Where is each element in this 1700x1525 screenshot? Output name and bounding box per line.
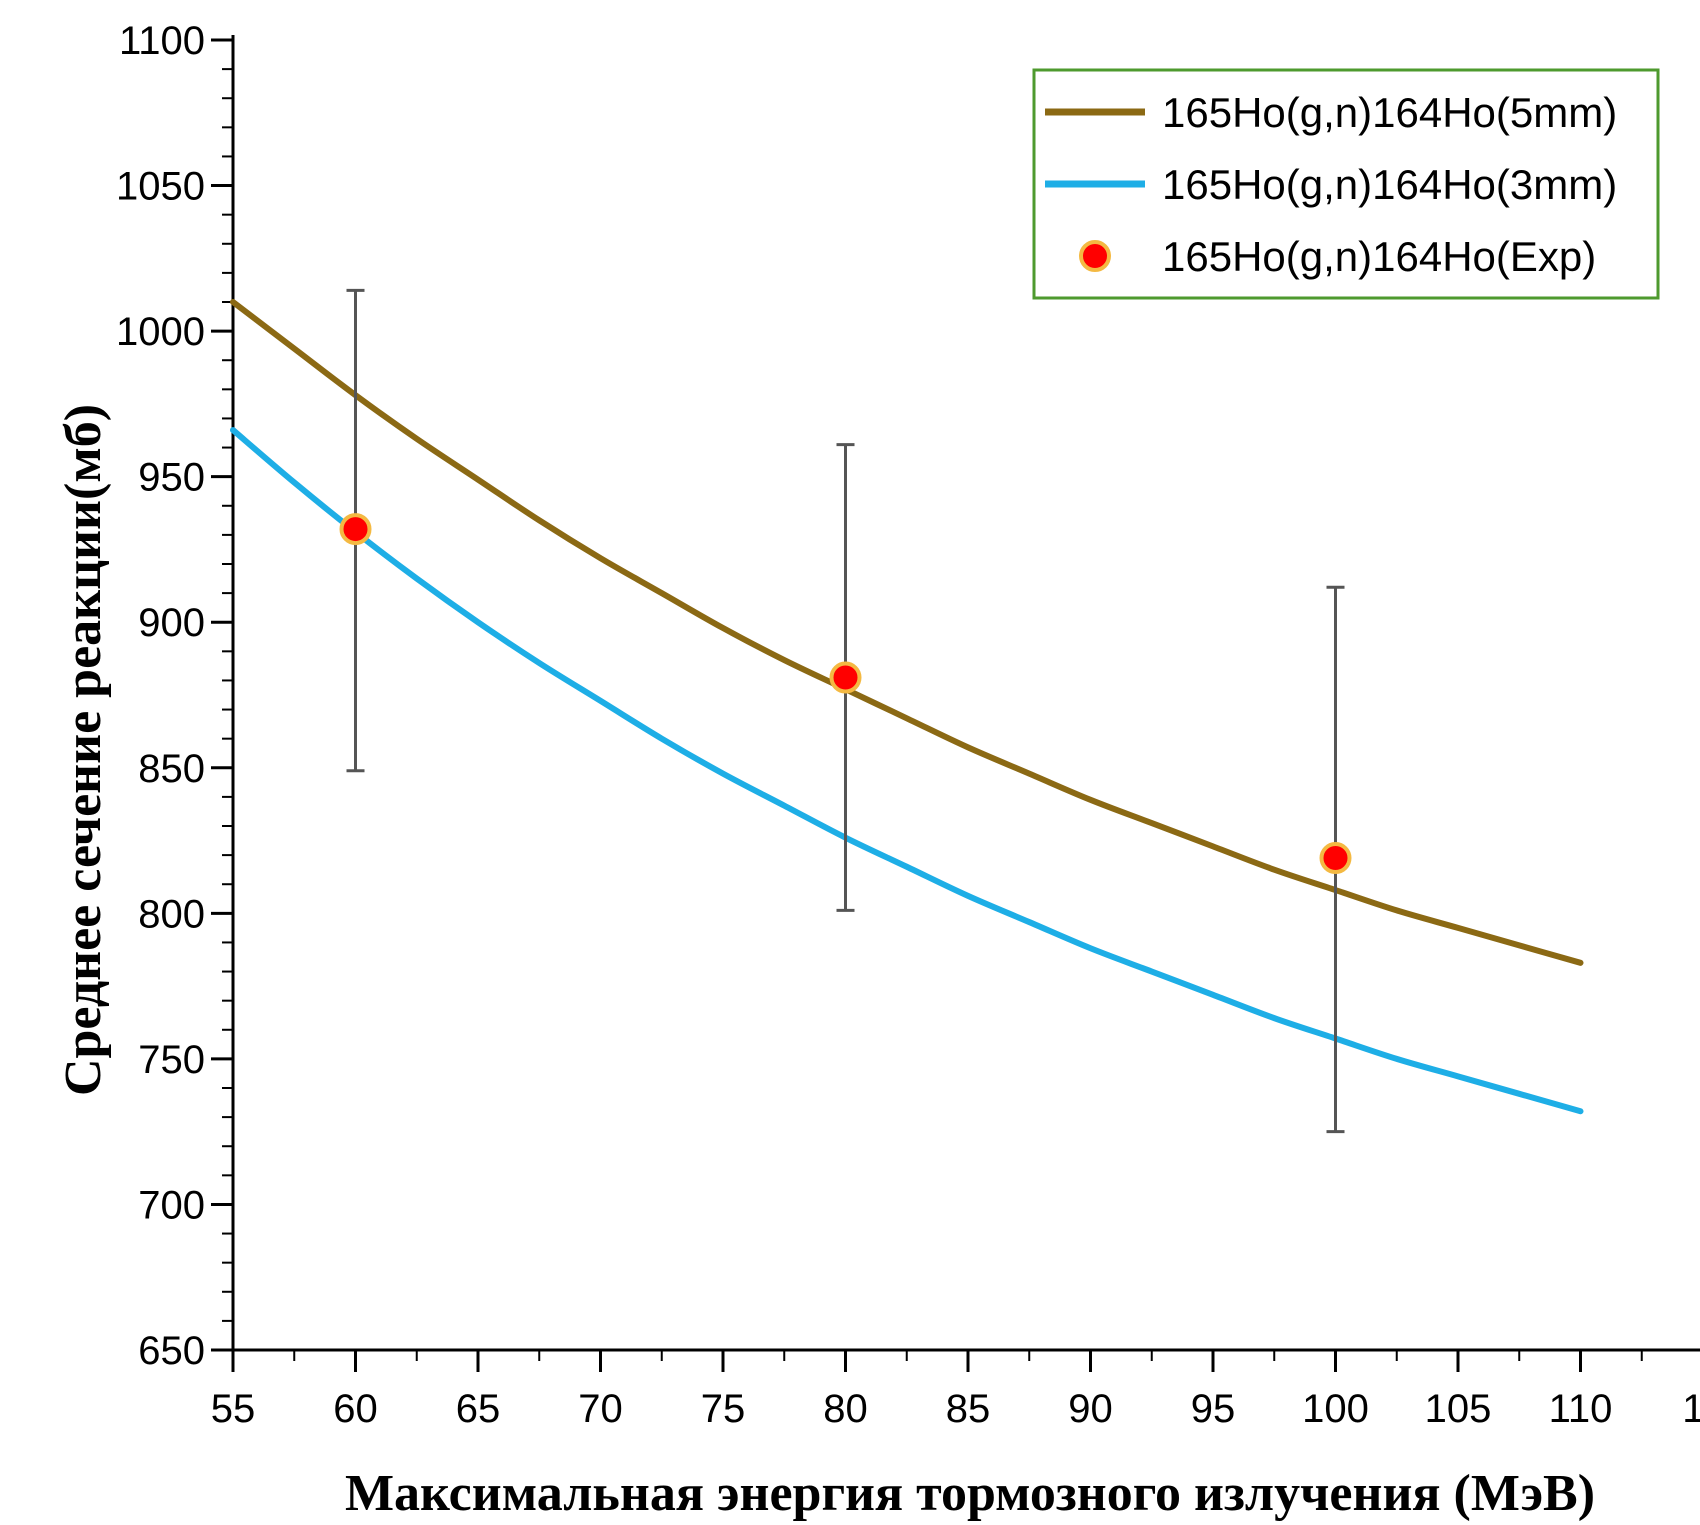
x-tick-label: 105 (1425, 1387, 1492, 1431)
legend-label: 165Ho(g,n)164Ho(3mm) (1162, 161, 1617, 208)
x-tick-label: 90 (1068, 1387, 1113, 1431)
y-tick-label: 1100 (119, 19, 205, 63)
y-tick-label: 1000 (116, 310, 205, 354)
legend: 165Ho(g,n)164Ho(5mm) 165Ho(g,n)164Ho(3mm)… (1032, 68, 1660, 300)
y-tick-label: 800 (138, 892, 205, 936)
y-tick-label: 750 (138, 1038, 205, 1082)
y-tick-label: 650 (138, 1329, 205, 1373)
y-tick-label: 900 (138, 601, 205, 645)
x-tick-label: 55 (211, 1387, 256, 1431)
x-tick-label: 70 (578, 1387, 623, 1431)
x-tick-label: 60 (333, 1387, 378, 1431)
x-axis: 55 60 65 70 75 80 85 90 95 100 105 110 11 (211, 1348, 1700, 1431)
x-tick-label: 75 (701, 1387, 746, 1431)
x-tick-label: 100 (1302, 1387, 1369, 1431)
x-tick-label: 85 (946, 1387, 991, 1431)
data-point (339, 513, 372, 546)
x-axis-title: Максимальная энергия тормозного излучени… (345, 1465, 1595, 1522)
y-tick-label: 950 (138, 456, 205, 500)
y-tick-label: 850 (138, 747, 205, 791)
x-tick-label: 11 (1682, 1387, 1700, 1431)
y-axis: 650 700 750 800 850 900 950 1000 1050 1100 (116, 19, 235, 1373)
y-tick-label: 700 (138, 1183, 205, 1227)
data-point (829, 661, 862, 694)
legend-label: 165Ho(g,n)164Ho(5mm) (1162, 89, 1617, 136)
x-tick-label: 95 (1191, 1387, 1236, 1431)
y-axis-title: Среднее сечение реакции(мб) (55, 404, 112, 1096)
x-tick-label: 80 (823, 1387, 868, 1431)
legend-swatch-marker (1079, 240, 1111, 272)
x-tick-label: 65 (456, 1387, 501, 1431)
y-tick-label: 1050 (116, 165, 205, 209)
x-tick-label: 110 (1549, 1387, 1613, 1431)
series-layer (230, 288, 1584, 1134)
legend-label: 165Ho(g,n)164Ho(Exp) (1162, 233, 1596, 280)
data-point (1319, 842, 1352, 875)
series-line (230, 427, 1584, 1115)
